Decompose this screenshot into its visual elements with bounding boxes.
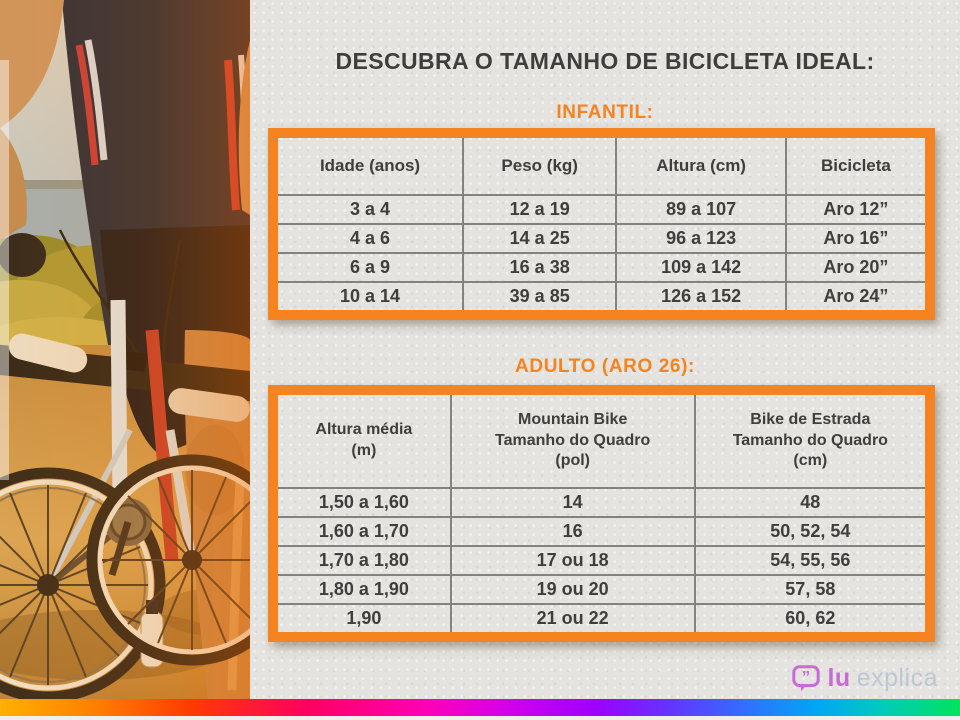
- table-cell: 10 a 14: [278, 281, 464, 310]
- table-cell: Aro 24”: [784, 281, 925, 310]
- table-row: 1,50 a 1,60 14 48: [278, 487, 925, 517]
- cyclist-photo: [0, 0, 250, 699]
- header-cell: Altura (cm): [615, 138, 786, 195]
- logo-explica-text: explica: [856, 663, 938, 692]
- table-cell: 1,60 a 1,70: [278, 516, 451, 546]
- table-cell: 14 a 25: [462, 223, 617, 253]
- bottom-strip: [0, 716, 960, 720]
- table-cell: 16: [449, 516, 695, 546]
- table-row: 6 a 9 16 a 38 109 a 142 Aro 20”: [278, 252, 925, 282]
- table-cell: 4 a 6: [278, 223, 464, 253]
- table-cell: 50, 52, 54: [693, 516, 925, 546]
- adulto-table-frame: Altura média (m) Mountain Bike Tamanho d…: [268, 385, 935, 642]
- header-cell: Bike de Estrada Tamanho do Quadro (cm): [693, 395, 925, 488]
- rainbow-bar: [0, 699, 960, 716]
- page-title: DESCUBRA O TAMANHO DE BICICLETA IDEAL:: [335, 48, 875, 74]
- table-row: 1,60 a 1,70 16 50, 52, 54: [278, 516, 925, 546]
- table-cell: 1,50 a 1,60: [278, 487, 451, 517]
- table-cell: 89 a 107: [615, 194, 786, 224]
- speech-bubble-quotes-icon: ”: [792, 665, 821, 692]
- table-cell: 1,70 a 1,80: [278, 545, 451, 575]
- table-cell: 6 a 9: [278, 252, 464, 282]
- cyclist-photo-illustration: [0, 0, 250, 699]
- infantil-header-row: Idade (anos) Peso (kg) Altura (cm) Bicic…: [278, 138, 925, 195]
- table-cell: 39 a 85: [462, 281, 617, 310]
- content-area: DESCUBRA O TAMANHO DE BICICLETA IDEAL: I…: [250, 0, 960, 699]
- table-cell: 60, 62: [693, 603, 925, 632]
- table-row: 1,90 21 ou 22 60, 62: [278, 603, 925, 632]
- header-cell: Bicicleta: [784, 138, 925, 195]
- table-cell: 1,80 a 1,90: [278, 574, 451, 604]
- logo-lu-text: lu: [827, 663, 851, 692]
- adulto-table: Altura média (m) Mountain Bike Tamanho d…: [278, 395, 925, 632]
- warm-tint-overlay: [0, 0, 250, 699]
- table-row: 1,70 a 1,80 17 ou 18 54, 55, 56: [278, 545, 925, 575]
- table-cell: Aro 12”: [784, 194, 925, 224]
- table-cell: 14: [449, 487, 695, 517]
- table-cell: 109 a 142: [615, 252, 786, 282]
- svg-text:”: ”: [802, 668, 810, 687]
- header-cell: Idade (anos): [319, 156, 421, 175]
- adulto-heading: ADULTO (ARO 26):: [515, 356, 695, 377]
- table-cell: Aro 16”: [784, 223, 925, 253]
- infantil-table-frame: Idade (anos) Peso (kg) Altura (cm) Bicic…: [268, 128, 935, 320]
- table-cell: 96 a 123: [615, 223, 786, 253]
- table-cell: 12 a 19: [462, 194, 617, 224]
- table-cell: 1,90: [278, 603, 451, 632]
- table-row: 4 a 6 14 a 25 96 a 123 Aro 16”: [278, 223, 925, 253]
- lu-explica-logo: ” lu explica: [791, 663, 938, 693]
- table-cell: 3 a 4: [278, 194, 464, 224]
- header-cell: Mountain Bike Tamanho do Quadro (pol): [449, 395, 695, 488]
- adulto-header-row: Altura média (m) Mountain Bike Tamanho d…: [278, 395, 925, 488]
- infantil-heading: INFANTIL:: [556, 102, 654, 123]
- table-cell: 16 a 38: [462, 252, 617, 282]
- header-cell: Altura média (m): [315, 421, 413, 459]
- table-cell: 17 ou 18: [449, 545, 695, 575]
- header-cell: Peso (kg): [462, 138, 617, 195]
- table-cell: 19 ou 20: [449, 574, 695, 604]
- table-row: 10 a 14 39 a 85 126 a 152 Aro 24”: [278, 281, 925, 310]
- table-cell: Aro 20”: [784, 252, 925, 282]
- light-flare: [0, 60, 9, 480]
- table-cell: 48: [693, 487, 925, 517]
- table-cell: 57, 58: [693, 574, 925, 604]
- infantil-table: Idade (anos) Peso (kg) Altura (cm) Bicic…: [278, 138, 925, 310]
- table-cell: 126 a 152: [615, 281, 786, 310]
- table-row: 1,80 a 1,90 19 ou 20 57, 58: [278, 574, 925, 604]
- table-row: 3 a 4 12 a 19 89 a 107 Aro 12”: [278, 194, 925, 224]
- table-cell: 54, 55, 56: [693, 545, 925, 575]
- table-cell: 21 ou 22: [449, 603, 695, 632]
